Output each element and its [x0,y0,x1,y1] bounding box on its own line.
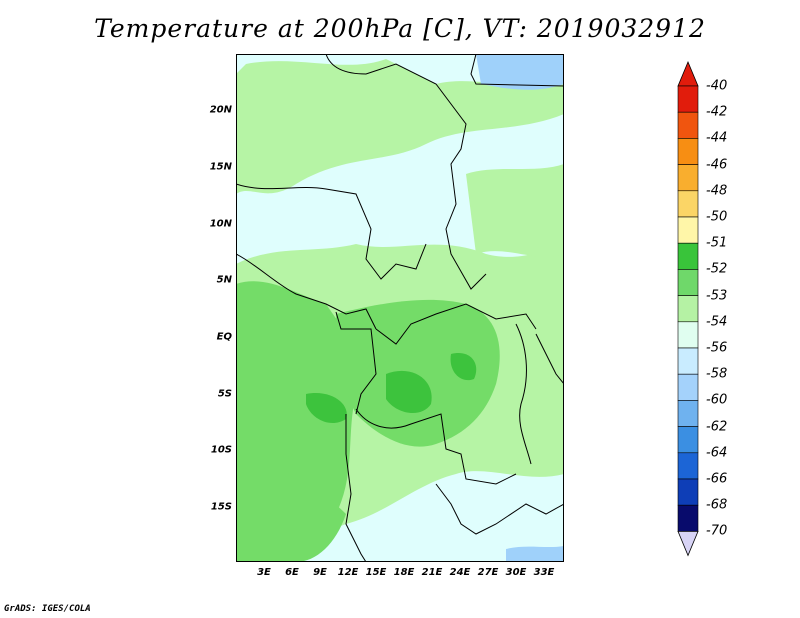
colorbar-swatch [677,85,699,113]
colorbar-swatch [677,190,699,218]
lon-label: 30E [505,567,527,578]
lon-label: 18E [393,567,415,578]
contour-m53-north [236,59,564,194]
contour-m52-south [236,481,346,562]
lat-label: EQ [216,331,232,343]
contour-m51-c [450,353,477,381]
colorbar-label: -56 [706,340,728,356]
lat-label: 10S [210,444,232,456]
colorbar-swatch [677,426,699,454]
colorbar [677,60,699,557]
lon-label: 33E [533,567,555,578]
colorbar-label: -52 [706,261,728,277]
colorbar-swatch [677,504,699,532]
map-frame [236,54,564,562]
colorbar-swatch [677,242,699,270]
latitude-axis: 20N 15N 10N 5N EQ 5S 10S 15S [180,54,232,562]
contour-m56-south [506,546,564,562]
colorbar-swatch [677,400,699,427]
lon-label: 3E [257,567,271,578]
lon-label: 21E [421,567,443,578]
colorbar-swatch [677,269,699,296]
colorbar-swatch [677,216,699,244]
colorbar-label: -48 [706,183,728,199]
lon-label: 12E [337,567,359,578]
contour-m52-centre [336,299,500,447]
colorbar-label: -68 [706,497,728,513]
colorbar-top-arrow [677,60,699,87]
colorbar-swatch [677,452,699,480]
lat-label: 20N [209,104,232,116]
colorbar-swatch [677,295,699,323]
colorbar-label: -70 [706,523,728,539]
colorbar-label: -51 [706,235,728,251]
colorbar-label: -62 [706,419,728,435]
colorbar-swatch [677,478,699,506]
colorbar-label: -46 [706,157,728,173]
lon-label: 6E [285,567,299,578]
colorbar-bottom-arrow [677,530,699,557]
lon-label: 15E [365,567,387,578]
colorbar-label: -58 [706,366,728,382]
lon-label: 9E [313,567,327,578]
colorbar-label: -54 [706,314,728,330]
lon-label: 27E [477,567,499,578]
longitude-axis: 3E 6E 9E 12E 15E 18E 21E 24E 27E 30E 33E [236,567,564,581]
credit-text: GrADS: IGES/COLA [4,604,91,614]
contour-m53-east [466,164,564,257]
contour-m56-northeast [476,54,564,90]
colorbar-label: -64 [706,445,728,461]
colorbar-swatch [677,347,699,375]
lon-label: 24E [449,567,471,578]
temperature-map [236,54,564,562]
contour-m51-a [386,370,432,414]
colorbar-swatch [677,111,699,139]
contour-m51-b [306,393,347,424]
colorbar-label: -44 [706,130,728,146]
lat-label: 10N [209,218,232,230]
lat-label: 5N [216,274,232,286]
colorbar-swatch [677,321,699,349]
lat-label: 5S [217,388,232,400]
colorbar-label: -50 [706,209,728,225]
colorbar-swatch [677,373,699,401]
lat-label: 15N [209,161,232,173]
colorbar-label: -40 [706,78,728,94]
colorbar-swatch [677,138,699,165]
colorbar-label: -66 [706,471,728,487]
colorbar-label: -60 [706,392,728,408]
colorbar-swatch [677,164,699,192]
country-borders [236,54,564,562]
colorbar-label: -42 [706,104,728,120]
map-title: Temperature at 200hPa [C], VT: 201903291… [94,14,706,43]
colorbar-label: -53 [706,288,728,304]
lat-label: 15S [210,501,232,513]
